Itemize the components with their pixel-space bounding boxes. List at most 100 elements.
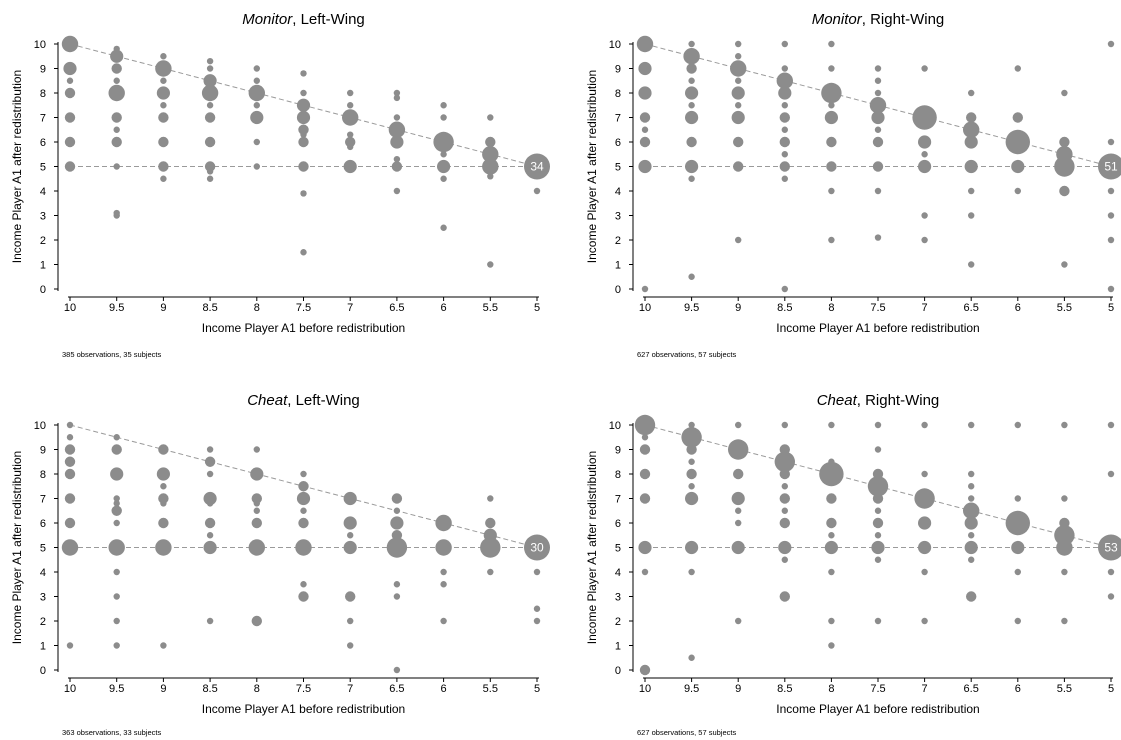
count-bubble <box>524 534 550 561</box>
data-point <box>300 89 307 97</box>
data-point <box>781 556 788 563</box>
data-point <box>487 495 494 502</box>
data-point <box>735 77 742 84</box>
data-point <box>874 421 882 429</box>
data-point <box>639 468 651 480</box>
data-point <box>204 136 216 148</box>
panel-title: Monitor, Right-Wing <box>812 11 945 28</box>
data-point <box>248 84 265 102</box>
data-point <box>874 507 882 514</box>
x-tick-label: 8 <box>828 302 834 314</box>
data-point <box>1014 421 1021 429</box>
data-point <box>1005 510 1030 536</box>
y-tick-label: 3 <box>615 592 621 604</box>
data-point <box>918 159 932 174</box>
data-point <box>160 77 167 84</box>
y-axis-label: Income Player A1 after redistribution <box>10 70 24 263</box>
data-point <box>160 175 167 182</box>
data-point <box>1107 40 1115 48</box>
data-point <box>918 540 932 555</box>
data-point <box>688 175 695 182</box>
data-point <box>869 97 887 114</box>
data-point <box>688 483 695 490</box>
data-point <box>921 568 928 576</box>
data-point <box>64 456 76 467</box>
x-tick-label: 8.5 <box>777 302 792 314</box>
data-point <box>688 102 695 109</box>
data-point <box>343 159 357 174</box>
y-tick-label: 2 <box>615 616 621 628</box>
data-point <box>66 434 74 441</box>
data-point <box>108 84 125 102</box>
data-point <box>533 568 541 576</box>
count-bubble-label: 34 <box>530 160 544 174</box>
data-point <box>111 63 122 74</box>
data-point <box>1014 617 1021 625</box>
data-point <box>968 470 975 478</box>
data-point <box>391 493 403 504</box>
panel-title-rest: , Right-Wing <box>857 392 940 409</box>
data-point <box>968 421 975 429</box>
x-tick-label: 7 <box>922 302 928 314</box>
data-point <box>298 136 309 148</box>
data-point <box>1014 495 1021 502</box>
data-point <box>638 159 652 174</box>
data-point <box>730 60 747 77</box>
x-tick-label: 6.5 <box>964 683 979 695</box>
data-point <box>779 136 790 148</box>
data-point <box>826 493 837 504</box>
data-point <box>298 481 309 492</box>
data-point <box>781 175 788 182</box>
x-tick-label: 10 <box>639 683 651 695</box>
data-point <box>206 57 214 65</box>
data-point <box>298 161 309 172</box>
data-point <box>156 467 170 481</box>
data-point <box>64 112 76 123</box>
y-tick-label: 9 <box>615 64 621 76</box>
x-tick-label: 7.5 <box>870 683 885 695</box>
data-point <box>731 491 745 506</box>
data-point <box>204 456 216 467</box>
data-point <box>921 617 928 625</box>
y-tick-label: 2 <box>40 235 46 247</box>
data-point <box>735 102 742 109</box>
data-point <box>685 110 699 125</box>
data-point <box>874 556 882 563</box>
data-point <box>391 161 403 172</box>
data-point <box>826 161 837 172</box>
data-point <box>964 135 978 149</box>
data-point <box>533 605 541 612</box>
data-point <box>1107 138 1115 146</box>
data-point <box>253 138 260 146</box>
y-tick-label: 8 <box>40 469 46 481</box>
x-tick-label: 5 <box>1108 302 1114 314</box>
data-point <box>686 136 697 148</box>
data-point <box>113 434 120 441</box>
data-point <box>688 458 695 465</box>
x-tick-label: 8.5 <box>777 683 792 695</box>
count-bubble-label: 53 <box>1104 541 1118 555</box>
data-point <box>779 161 790 172</box>
x-tick-label: 5 <box>534 683 540 695</box>
data-point <box>1107 187 1115 195</box>
data-point <box>206 65 214 72</box>
data-point <box>440 581 447 588</box>
data-point <box>828 421 835 429</box>
y-tick-label: 0 <box>40 284 46 296</box>
data-point <box>393 155 401 163</box>
x-tick-label: 5.5 <box>1057 683 1072 695</box>
data-point <box>871 110 885 125</box>
data-point <box>390 516 404 530</box>
data-point <box>64 517 76 529</box>
data-point <box>158 444 169 455</box>
data-point <box>874 187 882 195</box>
x-tick-label: 8.5 <box>202 683 217 695</box>
data-point <box>639 444 651 455</box>
data-point <box>733 136 744 148</box>
data-point <box>204 517 216 529</box>
data-point <box>113 500 120 507</box>
y-tick-label: 9 <box>40 445 46 457</box>
data-point <box>300 190 307 197</box>
panel-title-italic: Cheat <box>247 392 288 409</box>
data-point <box>253 77 260 84</box>
